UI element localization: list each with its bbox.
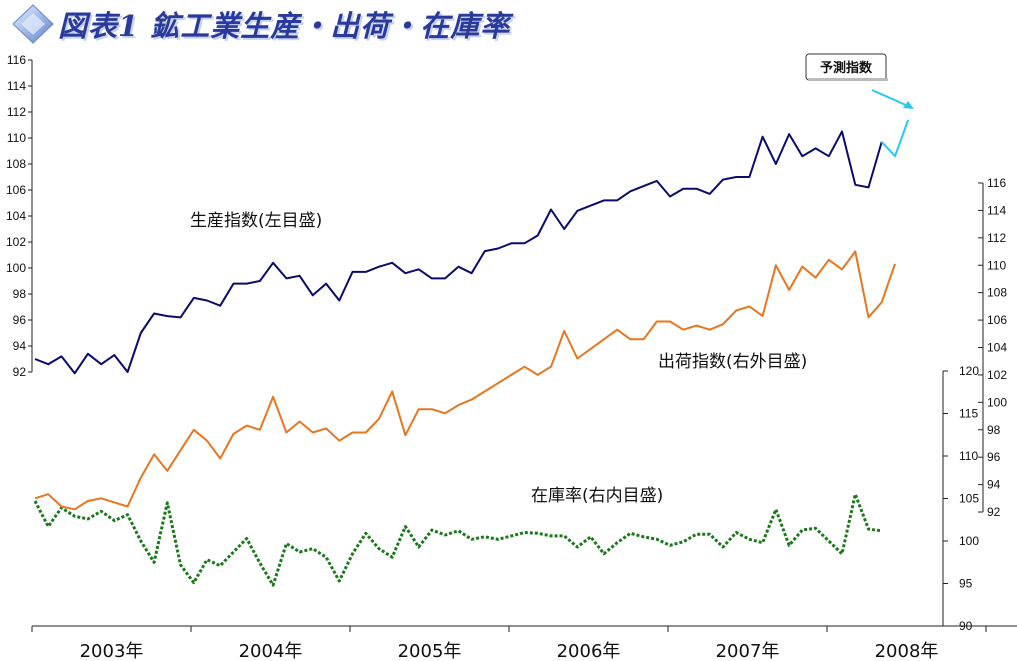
right-outer-axis-tick-label: 98 [987, 423, 1001, 437]
x-axis-label: 2004年 [239, 641, 303, 661]
right-outer-axis-tick-label: 100 [987, 395, 1007, 409]
x-axis-label: 2003年 [80, 641, 144, 661]
left-axis-tick-label: 116 [7, 53, 26, 67]
right-outer-axis-tick-label: 92 [987, 505, 1001, 519]
left-axis-tick-label: 108 [6, 157, 26, 171]
right-inner-axis-tick-label: 95 [959, 577, 973, 591]
left-axis-tick-label: 110 [7, 131, 26, 145]
right-outer-axis-tick-label: 102 [987, 368, 1007, 382]
right-outer-axis-tick-label: 94 [987, 478, 1001, 492]
shipments-index-series-line [34, 250, 896, 511]
forecast-callout-shadow [808, 78, 888, 81]
right-outer-axis-tick-label: 116 [987, 176, 1006, 190]
shipments-series-label: 出荷指数(右外目盛) [658, 352, 807, 372]
forecast-arrow-head [903, 101, 914, 109]
x-axis-label: 2006年 [557, 641, 621, 661]
forecast-callout-label: 予測指数 [820, 60, 873, 76]
right-inner-axis-tick-label: 115 [959, 407, 978, 421]
x-axis-label: 2005年 [398, 641, 462, 661]
left-axis-tick-label: 112 [7, 105, 26, 119]
left-axis-tick-label: 98 [13, 287, 27, 301]
diamond-badge-icon [12, 4, 54, 44]
right-inner-axis-tick-label: 105 [959, 492, 979, 506]
forecast-arrow-line [871, 89, 909, 107]
left-axis-tick-label: 102 [6, 235, 26, 249]
inventory-rate-series-line [33, 492, 882, 587]
left-axis-tick-label: 114 [7, 79, 26, 93]
right-outer-axis-tick-label: 108 [987, 286, 1007, 300]
x-axis-label: 2008年 [875, 641, 939, 661]
right-outer-axis-tick-label: 96 [987, 450, 1001, 464]
left-axis-tick-label: 100 [6, 261, 26, 275]
left-axis-tick-label: 96 [13, 313, 27, 327]
forecast-index-series-line [880, 119, 910, 158]
right-inner-axis-tick-label: 110 [959, 449, 978, 463]
right-outer-axis-tick-label: 114 [987, 203, 1006, 217]
right-outer-axis-tick-label: 110 [987, 258, 1006, 272]
right-outer-axis-tick-label: 106 [987, 313, 1007, 327]
inventory-series-label: 在庫率(右内目盛) [531, 486, 663, 506]
production-index-series-line [34, 130, 883, 375]
left-axis-tick-label: 94 [13, 339, 27, 353]
chart-title-text: 図表1 鉱工業生産・出荷・在庫率 [58, 9, 511, 43]
chart-title: 図表1 鉱工業生産・出荷・在庫率 [8, 2, 510, 46]
left-axis-tick-label: 106 [6, 183, 26, 197]
x-axis-label: 2007年 [716, 641, 780, 661]
production-series-label: 生産指数(左目盛) [190, 211, 322, 231]
right-outer-axis-tick-label: 104 [987, 341, 1007, 355]
right-inner-axis-tick-label: 120 [959, 364, 979, 378]
left-axis-tick-label: 92 [13, 365, 27, 379]
left-axis-tick-label: 104 [6, 209, 26, 223]
right-outer-axis-tick-label: 112 [987, 231, 1006, 245]
right-inner-axis-tick-label: 100 [959, 534, 979, 548]
